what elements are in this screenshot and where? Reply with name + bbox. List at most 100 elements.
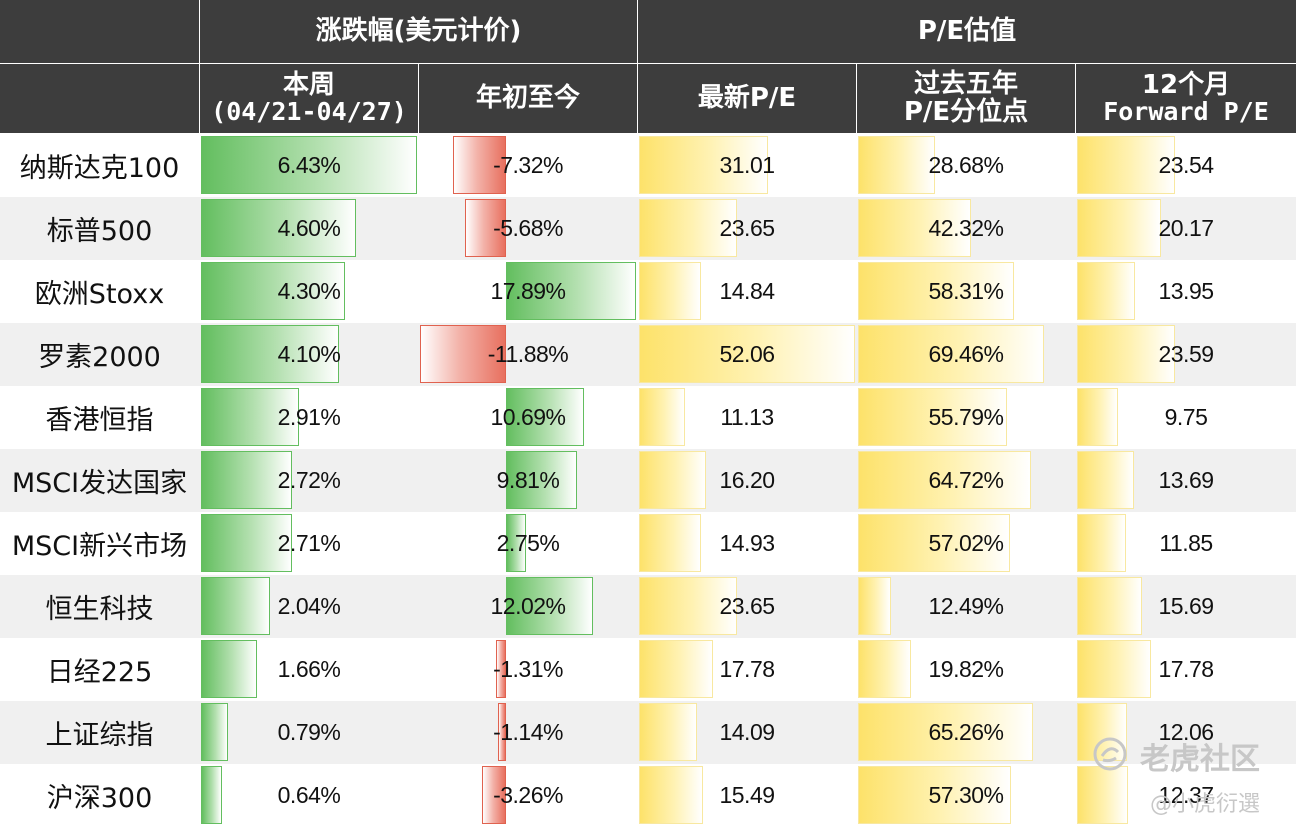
header-week: 本周 (04/21-04/27) bbox=[200, 64, 418, 133]
value-fwd: 12.06 bbox=[1158, 719, 1214, 745]
header-pe-latest: 最新P/E bbox=[638, 64, 856, 133]
index-name: 恒生科技 bbox=[45, 594, 154, 625]
data-bar-pe bbox=[639, 766, 703, 824]
data-bar-pe bbox=[639, 703, 697, 761]
cell-pe: 31.01 bbox=[638, 134, 856, 197]
table-row: 上证综指 0.79% -1.14% 14.09 65.26% 12.06 bbox=[0, 701, 1296, 764]
value-fwd: 20.17 bbox=[1158, 215, 1214, 241]
data-bar-pe bbox=[639, 136, 768, 194]
header-week-range: (04/21-04/27) bbox=[211, 97, 407, 127]
data-bar-fwd bbox=[1077, 325, 1175, 383]
data-bar-pe bbox=[639, 199, 737, 257]
cell-pe: 52.06 bbox=[638, 323, 856, 386]
cell-ytd: -1.31% bbox=[419, 638, 637, 701]
cell-fwd: 23.54 bbox=[1076, 134, 1296, 197]
value-fwd: 23.59 bbox=[1158, 341, 1214, 367]
cell-ytd: -3.26% bbox=[419, 764, 637, 827]
cell-ytd: -5.68% bbox=[419, 197, 637, 260]
cell-ytd: -7.32% bbox=[419, 134, 637, 197]
data-bar-pe-pct bbox=[858, 136, 935, 194]
data-bar-week bbox=[201, 199, 356, 257]
cell-fwd: 9.75 bbox=[1076, 386, 1296, 449]
data-bar-ytd bbox=[506, 451, 577, 509]
header-forward-pe-line1: 12个月 bbox=[1141, 69, 1231, 100]
value-pe-pct: 55.79% bbox=[928, 404, 1004, 430]
data-bar-week bbox=[201, 640, 257, 698]
data-bar-fwd bbox=[1077, 640, 1151, 698]
data-bar-week bbox=[201, 325, 339, 383]
data-bar-pe-pct bbox=[858, 514, 1010, 572]
cell-pe: 23.65 bbox=[638, 197, 856, 260]
cell-fwd: 13.69 bbox=[1076, 449, 1296, 512]
data-bar-pe-pct bbox=[858, 640, 911, 698]
table-row: 欧洲Stoxx 4.30% 17.89% 14.84 58.31% 13.95 bbox=[0, 260, 1296, 323]
data-bar-pe-pct bbox=[858, 451, 1031, 509]
data-bar-week bbox=[201, 577, 270, 635]
value-week: 0.64% bbox=[277, 782, 341, 808]
cell-week: 2.91% bbox=[200, 386, 418, 449]
cell-fwd: 23.59 bbox=[1076, 323, 1296, 386]
cell-fwd: 15.69 bbox=[1076, 575, 1296, 638]
header-divider bbox=[0, 63, 1296, 64]
cell-pe-pct: 57.30% bbox=[857, 764, 1075, 827]
value-week: 4.60% bbox=[277, 215, 341, 241]
header-pe-percentile: 过去五年 P/E分位点 bbox=[857, 64, 1075, 133]
data-bar-week bbox=[201, 703, 228, 761]
index-name: 标普500 bbox=[46, 216, 153, 247]
value-ytd: 17.89% bbox=[490, 278, 566, 304]
value-pe: 17.78 bbox=[719, 656, 775, 682]
value-week: 0.79% bbox=[277, 719, 341, 745]
cell-pe-pct: 28.68% bbox=[857, 134, 1075, 197]
header-pe-percentile-line2: P/E分位点 bbox=[903, 96, 1029, 127]
cell-pe: 16.20 bbox=[638, 449, 856, 512]
value-pe: 14.93 bbox=[719, 530, 775, 556]
value-fwd: 9.75 bbox=[1164, 404, 1208, 430]
value-ytd: 12.02% bbox=[490, 593, 566, 619]
data-bar-ytd bbox=[506, 388, 584, 446]
data-bar-pe bbox=[639, 325, 855, 383]
value-ytd: -1.31% bbox=[493, 656, 563, 682]
header-divider bbox=[637, 0, 638, 133]
data-bar-week bbox=[201, 766, 222, 824]
header-ytd-label: 年初至今 bbox=[475, 82, 580, 113]
data-bar-ytd bbox=[453, 136, 506, 194]
value-pe-pct: 12.49% bbox=[928, 593, 1004, 619]
data-bar-fwd bbox=[1077, 451, 1134, 509]
value-ytd: 10.69% bbox=[490, 404, 566, 430]
cell-pe: 15.49 bbox=[638, 764, 856, 827]
value-fwd: 13.95 bbox=[1158, 278, 1214, 304]
value-pe-pct: 58.31% bbox=[928, 278, 1004, 304]
header-divider bbox=[1075, 63, 1076, 133]
cell-week: 6.43% bbox=[200, 134, 418, 197]
cell-ytd: 12.02% bbox=[419, 575, 637, 638]
index-name: 沪深300 bbox=[46, 783, 153, 814]
value-pe: 23.65 bbox=[719, 593, 775, 619]
cell-week: 0.64% bbox=[200, 764, 418, 827]
table-row: MSCI新兴市场 2.71% 2.75% 14.93 57.02% 11.85 bbox=[0, 512, 1296, 575]
value-pe-pct: 57.30% bbox=[928, 782, 1004, 808]
value-ytd: 2.75% bbox=[496, 530, 560, 556]
data-bar-ytd bbox=[506, 262, 636, 320]
value-week: 6.43% bbox=[277, 152, 341, 178]
cell-week: 4.60% bbox=[200, 197, 418, 260]
value-pe: 16.20 bbox=[719, 467, 775, 493]
value-pe-pct: 57.02% bbox=[928, 530, 1004, 556]
data-bar-ytd bbox=[496, 640, 506, 698]
cell-ytd: 17.89% bbox=[419, 260, 637, 323]
data-bar-fwd bbox=[1077, 388, 1118, 446]
index-name: 香港恒指 bbox=[45, 405, 154, 436]
data-bar-pe bbox=[639, 262, 701, 320]
value-ytd: -3.26% bbox=[493, 782, 563, 808]
cell-week: 2.72% bbox=[200, 449, 418, 512]
header-ytd: 年初至今 bbox=[419, 64, 637, 133]
value-fwd: 13.69 bbox=[1158, 467, 1214, 493]
table-row: 纳斯达克100 6.43% -7.32% 31.01 28.68% 23.54 bbox=[0, 134, 1296, 197]
cell-pe-pct: 65.26% bbox=[857, 701, 1075, 764]
header-pe-group-label: P/E估值 bbox=[917, 15, 1017, 46]
data-bar-week bbox=[201, 136, 417, 194]
data-bar-ytd bbox=[465, 199, 506, 257]
value-fwd: 17.78 bbox=[1158, 656, 1214, 682]
data-bar-pe-pct bbox=[858, 577, 891, 635]
header-week-label: 本周 bbox=[282, 69, 335, 100]
cell-pe: 17.78 bbox=[638, 638, 856, 701]
